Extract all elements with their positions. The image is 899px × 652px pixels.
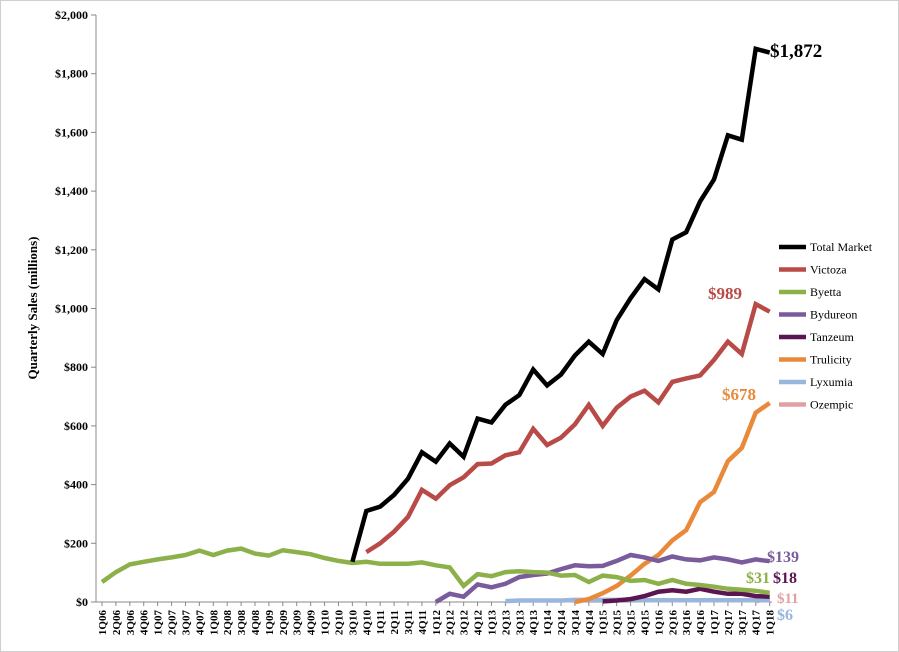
legend-label-byetta: Byetta xyxy=(810,285,842,299)
series-line-trulicity xyxy=(574,401,771,605)
y-tick-label: $0 xyxy=(76,595,88,609)
x-tick-label: 2Q06 xyxy=(111,610,123,636)
x-tick-label: 3Q14 xyxy=(570,610,582,636)
series-line-tanzeum xyxy=(602,586,770,604)
y-axis: $0 $200 $400 $600 $800 $1,000 $1,200 $1,400 $1,6… xyxy=(55,8,97,609)
y-tick-label: $400 xyxy=(64,478,88,492)
y-tick-label: $1,600 xyxy=(55,125,88,139)
x-tick-label: 2Q07 xyxy=(167,610,179,636)
x-axis: 1Q06 2Q06 3Q06 4Q06 1Q07 2Q07 3Q07 4Q07 1Q08 2Q08… xyxy=(96,601,777,636)
x-tick-label: 4Q13 xyxy=(528,610,540,636)
x-tick-label: 4Q14 xyxy=(584,610,596,636)
series-line-byetta xyxy=(100,546,771,596)
x-tick-label: 3Q10 xyxy=(347,610,359,636)
x-tick-label: 3Q16 xyxy=(681,610,693,636)
x-tick-label: 3Q06 xyxy=(125,610,137,636)
x-tick-label: 2Q15 xyxy=(612,610,624,636)
end-labels: $1,872 $989 $31 $139 $18 $678 $6$11 xyxy=(708,41,822,624)
y-tick-label: $1,400 xyxy=(55,184,88,198)
x-tick-label: 4Q07 xyxy=(194,610,206,636)
x-tick-label: 2Q16 xyxy=(667,610,679,636)
x-tick-label: 3Q09 xyxy=(292,610,304,636)
x-tick-label: 4Q08 xyxy=(250,610,262,636)
y-tick-label: $1,200 xyxy=(55,243,88,257)
x-tick-label: 2Q08 xyxy=(222,610,234,636)
y-tick-label: $800 xyxy=(64,360,88,374)
legend-label-tanzeum: Tanzeum xyxy=(810,330,854,344)
legend: Total Market Victoza Byetta Bydureon Tanzeum… xyxy=(779,240,873,412)
series-lines xyxy=(100,45,771,605)
x-tick-label: 4Q12 xyxy=(473,610,485,636)
x-tick-label: 4Q06 xyxy=(139,610,151,636)
x-tick-label: 1Q15 xyxy=(598,610,610,636)
series-line-bydureon xyxy=(434,552,770,604)
x-tick-label: 1Q12 xyxy=(431,610,443,636)
y-axis-title: Quarterly Sales (millions) xyxy=(25,237,40,380)
x-tick-label: 2Q14 xyxy=(556,610,568,636)
x-tick-label: 1Q10 xyxy=(320,610,332,636)
x-tick-label: 1Q07 xyxy=(153,610,165,636)
x-tick-label: 1Q17 xyxy=(709,610,721,636)
legend-label-lyxumia: Lyxumia xyxy=(810,375,853,389)
x-tick-label: 4Q09 xyxy=(306,610,318,636)
y-tick-label: $200 xyxy=(64,536,88,550)
y-tick-label: $2,000 xyxy=(55,8,88,22)
x-tick-label: 1Q18 xyxy=(765,610,777,636)
legend-label-ozempic: Ozempic xyxy=(810,398,853,412)
legend-label-trulicity: Trulicity xyxy=(810,353,852,367)
series-line-lyxumia xyxy=(505,597,770,604)
x-tick-label: 4Q11 xyxy=(417,610,429,634)
x-tick-label: 3Q13 xyxy=(514,610,526,636)
x-tick-label: 3Q17 xyxy=(737,610,749,636)
x-tick-label: 4Q16 xyxy=(695,610,707,636)
end-label-tanzeum: $18 xyxy=(773,570,797,587)
x-tick-label: 3Q07 xyxy=(180,610,192,636)
x-tick-label: 2Q12 xyxy=(445,610,457,636)
y-tick-label: $600 xyxy=(64,419,88,433)
x-tick-label: 4Q17 xyxy=(751,610,763,636)
y-tick-label: $1,000 xyxy=(55,302,88,316)
end-label-bydureon: $139 xyxy=(767,549,799,566)
x-tick-label: 1Q11 xyxy=(375,610,387,634)
end-label-trulicity: $678 xyxy=(722,385,756,404)
series-line-total-market xyxy=(350,45,771,563)
end-label-victoza: $989 xyxy=(708,284,742,303)
x-tick-label: 1Q09 xyxy=(264,610,276,636)
end-label-lyxumia: $6 xyxy=(777,607,793,624)
x-tick-label: 1Q08 xyxy=(208,610,220,636)
end-label-byetta: $31 xyxy=(746,570,770,587)
x-tick-label: 4Q10 xyxy=(361,610,373,636)
x-tick-label: 2Q09 xyxy=(278,610,290,636)
x-tick-label: 3Q08 xyxy=(236,610,248,636)
x-tick-label: 2Q13 xyxy=(500,610,512,636)
x-tick-label: 3Q11 xyxy=(403,610,415,634)
end-label-ozempic: $11 xyxy=(777,591,799,607)
x-tick-label: 1Q16 xyxy=(653,610,665,636)
x-tick-label: 3Q12 xyxy=(459,610,471,636)
series-line-victoza xyxy=(365,300,771,555)
x-tick-label: 1Q14 xyxy=(542,610,554,636)
x-tick-label: 4Q15 xyxy=(639,610,651,636)
x-tick-label: 1Q06 xyxy=(97,610,109,636)
x-tick-label: 1Q13 xyxy=(486,610,498,636)
legend-label-total-market: Total Market xyxy=(810,240,873,254)
y-tick-label: $1,800 xyxy=(55,67,88,81)
end-label-total-market: $1,872 xyxy=(770,41,822,62)
x-tick-label: 2Q11 xyxy=(389,610,401,634)
legend-label-bydureon: Bydureon xyxy=(810,308,857,322)
x-tick-label: 2Q17 xyxy=(723,610,735,636)
x-tick-label: 3Q15 xyxy=(626,610,638,636)
x-tick-label: 2Q10 xyxy=(333,610,345,636)
legend-label-victoza: Victoza xyxy=(810,263,847,277)
